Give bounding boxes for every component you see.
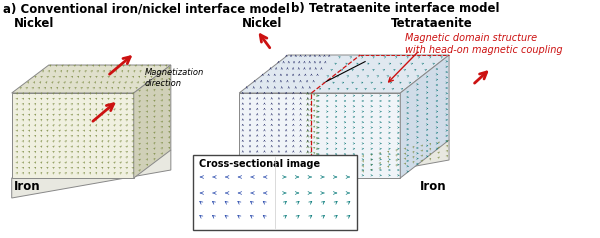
Text: a) Conventional iron/nickel interface model: a) Conventional iron/nickel interface mo… xyxy=(3,2,290,15)
Polygon shape xyxy=(239,140,449,198)
Polygon shape xyxy=(12,93,134,178)
Text: Magnetization
direction: Magnetization direction xyxy=(145,68,204,88)
Text: Iron: Iron xyxy=(420,180,446,193)
Text: Nickel: Nickel xyxy=(14,17,54,30)
Polygon shape xyxy=(134,65,171,178)
Polygon shape xyxy=(400,55,449,178)
Polygon shape xyxy=(239,55,449,93)
Polygon shape xyxy=(239,93,400,178)
Text: Cross-sectional image: Cross-sectional image xyxy=(199,159,320,169)
Text: b) Tetrataenite interface model: b) Tetrataenite interface model xyxy=(291,2,499,15)
Text: Nickel: Nickel xyxy=(242,17,283,30)
FancyBboxPatch shape xyxy=(193,155,358,230)
Text: Magnetic domain structure
with head-on magnetic coupling: Magnetic domain structure with head-on m… xyxy=(405,33,563,55)
Text: Tetrataenite: Tetrataenite xyxy=(391,17,472,30)
Text: Iron: Iron xyxy=(14,180,40,193)
Polygon shape xyxy=(12,150,171,198)
Polygon shape xyxy=(12,65,171,93)
